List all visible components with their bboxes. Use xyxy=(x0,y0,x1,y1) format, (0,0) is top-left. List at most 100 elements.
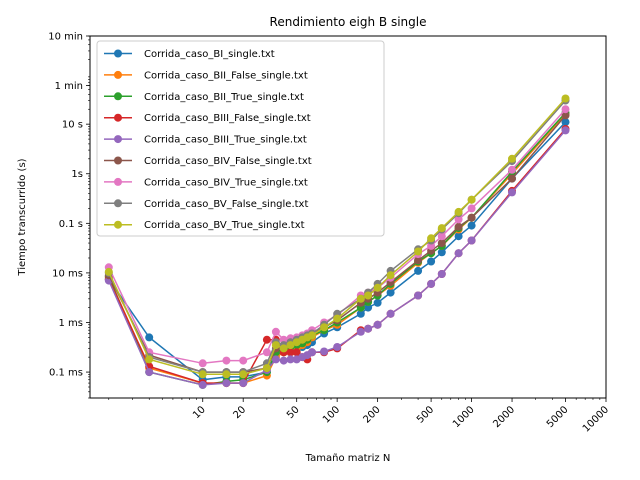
legend-label: Corrida_caso_BI_single.txt xyxy=(144,49,275,60)
data-point xyxy=(271,355,280,364)
series-layer xyxy=(104,94,570,389)
legend-label: Corrida_caso_BIII_False_single.txt xyxy=(144,113,311,124)
data-point xyxy=(239,379,248,388)
data-point xyxy=(454,232,463,241)
data-point xyxy=(364,324,373,333)
data-point xyxy=(508,188,516,197)
legend-entry: Corrida_caso_BIII_True_single.txt xyxy=(104,135,307,146)
data-point xyxy=(386,288,395,297)
data-point xyxy=(262,348,271,357)
legend-marker xyxy=(114,135,122,144)
data-point xyxy=(414,266,423,275)
data-point xyxy=(222,379,231,388)
legend-label: Corrida_caso_BII_True_single.txt xyxy=(144,92,304,103)
y-tick-label: 0.1 ms xyxy=(49,368,83,379)
data-point xyxy=(386,271,395,280)
y-tick-label: 10 ms xyxy=(52,268,83,279)
legend-entry: Corrida_caso_BIII_False_single.txt xyxy=(104,113,311,124)
data-point xyxy=(414,247,423,256)
data-point xyxy=(286,355,295,364)
legend-label: Corrida_caso_BIII_True_single.txt xyxy=(144,135,307,146)
data-point xyxy=(454,215,463,224)
data-point xyxy=(356,309,365,318)
legend-entry: Corrida_caso_BII_True_single.txt xyxy=(104,92,304,103)
data-point xyxy=(561,94,570,103)
data-point xyxy=(454,207,463,216)
data-point xyxy=(320,347,329,356)
y-tick-label: 10 min xyxy=(48,32,83,43)
data-point xyxy=(437,224,446,233)
data-point xyxy=(437,270,446,278)
data-point xyxy=(373,320,382,329)
data-point xyxy=(145,333,154,342)
legend-entry: Corrida_caso_BIV_False_single.txt xyxy=(104,156,312,167)
data-point xyxy=(279,344,288,353)
y-tick-label: 0.1 s xyxy=(59,219,83,230)
legend-marker xyxy=(114,199,122,208)
data-point xyxy=(508,174,516,183)
data-point xyxy=(508,165,516,174)
data-point xyxy=(286,348,295,357)
data-point xyxy=(386,309,395,318)
y-tick-label: 1s xyxy=(71,169,83,180)
legend-marker xyxy=(114,220,122,229)
legend-marker xyxy=(114,70,122,79)
data-point xyxy=(467,204,476,213)
data-point xyxy=(373,298,382,307)
legend-label: Corrida_caso_BV_False_single.txt xyxy=(144,199,308,210)
series-5 xyxy=(104,126,570,389)
legend-label: Corrida_caso_BIV_False_single.txt xyxy=(144,156,312,167)
data-point xyxy=(104,267,113,276)
chart-title: Rendimiento eigh B single xyxy=(270,15,427,29)
legend-label: Corrida_caso_BIV_True_single.txt xyxy=(144,177,308,188)
data-point xyxy=(239,356,248,365)
data-point xyxy=(427,279,436,288)
legend-marker xyxy=(114,113,122,122)
data-point xyxy=(454,249,463,258)
data-point xyxy=(437,239,446,248)
legend-marker xyxy=(114,49,122,58)
x-axis-title: Tamaño matriz N xyxy=(305,453,391,464)
data-point xyxy=(467,221,476,230)
y-tick-label: 10 s xyxy=(62,120,83,131)
data-point xyxy=(308,331,316,340)
data-point xyxy=(437,248,446,257)
data-point xyxy=(222,356,231,365)
legend-entry: Corrida_caso_BI_single.txt xyxy=(104,49,275,60)
data-point xyxy=(262,364,271,373)
data-point xyxy=(292,348,301,357)
legend-box xyxy=(96,40,385,237)
data-point xyxy=(364,291,373,300)
legend-marker xyxy=(114,156,122,165)
data-point xyxy=(561,126,570,135)
y-axis-title: Tiempo transcurrido (s) xyxy=(17,158,28,276)
legend: Corrida_caso_BI_single.txt Corrida_caso_B… xyxy=(96,40,385,237)
data-point xyxy=(271,327,280,336)
data-point xyxy=(364,303,373,312)
legend-marker xyxy=(114,92,122,101)
data-point xyxy=(286,341,295,350)
y-axis: 0.1 ms 1 ms 10 ms 0.1 s 1s 10 s 1 min 10 min xyxy=(48,32,90,399)
data-point xyxy=(356,327,365,336)
legend-label: Corrida_caso_BII_False_single.txt xyxy=(144,70,308,81)
legend-marker xyxy=(114,177,122,186)
data-point xyxy=(198,370,207,379)
data-point xyxy=(467,213,476,222)
data-point xyxy=(467,236,476,245)
y-tick-label: 1 ms xyxy=(59,318,84,329)
legend-entry: Corrida_caso_BV_True_single.txt xyxy=(104,220,305,231)
y-tick-label: 1 min xyxy=(55,81,83,92)
data-point xyxy=(414,291,423,300)
data-point xyxy=(222,370,231,379)
data-point xyxy=(333,314,342,323)
data-point xyxy=(271,341,280,350)
data-point xyxy=(561,111,570,120)
data-point xyxy=(198,380,207,389)
data-point xyxy=(437,232,446,241)
data-point xyxy=(373,283,382,292)
data-point xyxy=(308,348,316,357)
data-point xyxy=(454,222,463,231)
data-point xyxy=(145,368,154,377)
data-point xyxy=(145,355,154,364)
